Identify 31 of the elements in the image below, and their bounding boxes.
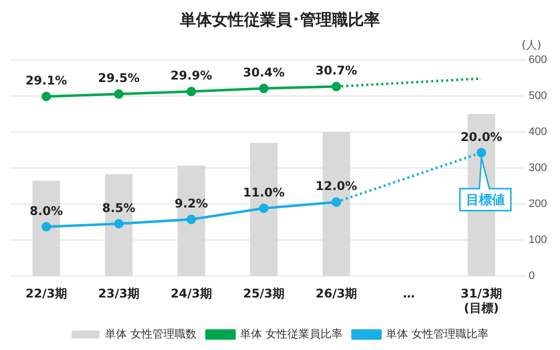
annotation: 目標値 [466,193,505,208]
x-tick-label: 24/3期 [170,286,212,301]
x-tick-label: 26/3期 [316,286,358,301]
data-label: 11.0% [243,185,285,200]
legend-label: 単体 女性従業員比率 [240,327,342,340]
chart-title: 単体女性従業員･管理職比率 [179,9,381,31]
y2-tick-label: 500 [528,90,548,102]
y2-axis-title: (人) [522,38,542,52]
x-tick-label: 23/3期 [98,286,140,301]
y2-tick-label: 0 [528,270,535,282]
data-label: 29.9% [170,68,212,83]
data-label: 9.2% [174,196,208,210]
data-label: 29.5% [98,71,140,86]
x-tick-label: … [402,286,415,301]
data-label: 20.0% [460,130,502,144]
data-label: 8.0% [30,204,63,218]
x-tick-label: 31/3期 (目標) [460,286,502,315]
data-label: 30.4% [243,66,285,80]
y2-tick-label: 300 [528,162,548,174]
y2-tick-label: 200 [528,198,548,210]
x-tick-label: 25/3期 [243,286,285,301]
y2-tick-label: 100 [528,234,548,246]
y2-tick-label: 400 [528,126,548,138]
data-label: 12.0% [316,179,358,194]
y2-tick-label: 600 [528,54,548,66]
data-label: 8.5% [102,200,136,215]
data-label: 29.1% [25,74,68,88]
x-tick-label: 22/3期 [26,286,67,301]
legend-label: 単体 女性管理職数 [105,327,197,340]
legend-label: 単体 女性管理職比率 [386,327,488,340]
data-label: 30.7% [316,64,358,78]
